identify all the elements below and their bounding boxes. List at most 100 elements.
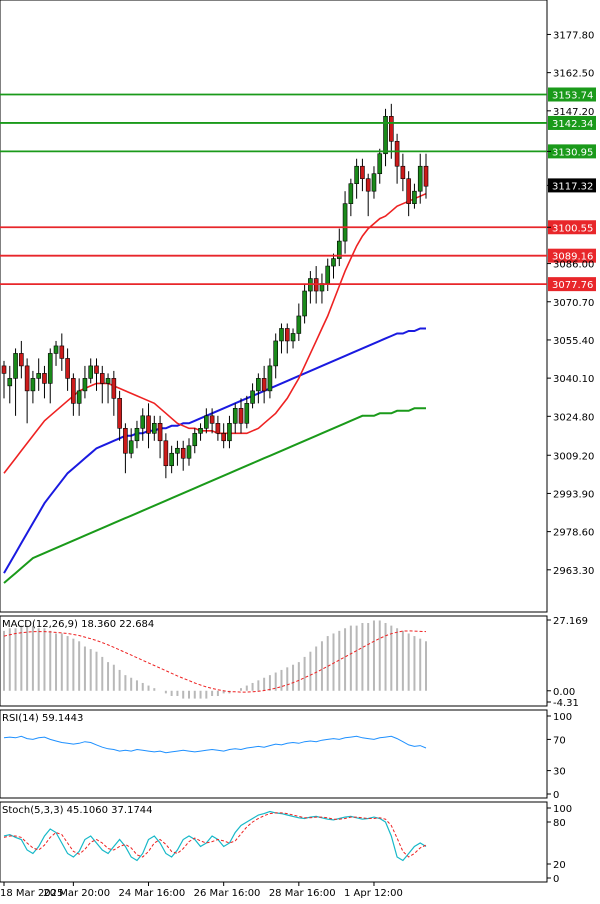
candle-bear: [94, 365, 99, 374]
candle-bear: [19, 353, 24, 367]
candle-bear: [284, 328, 290, 342]
candle-bull: [198, 427, 203, 434]
price-tick-label: 2963.30: [553, 566, 594, 577]
candle-bull: [7, 378, 13, 387]
candle-bull: [204, 415, 209, 429]
stoch-tick-label: 80: [553, 818, 566, 829]
price-tick-label: 3162.50: [553, 69, 594, 80]
stoch-tick-label: 0: [553, 874, 559, 885]
candle-bull: [169, 452, 174, 467]
candle-bull: [244, 403, 250, 424]
price-panel: [0, 93, 547, 584]
price-tick-label: 3040.10: [553, 374, 594, 385]
price-tick-label: 3055.40: [553, 336, 594, 347]
candle-bear: [209, 415, 215, 424]
level-tag: 3100.55: [548, 220, 596, 235]
candle-bull: [105, 378, 111, 384]
candle-bear: [71, 378, 76, 404]
time-tick-label: 1 Apr 12:00: [344, 888, 403, 899]
panel-frames: [0, 0, 548, 883]
level-tag: 3153.74: [548, 87, 596, 102]
current-price-tag: [548, 178, 596, 193]
price-tick-label: 3009.20: [553, 451, 594, 462]
level-tag-bg: [548, 87, 596, 102]
level-tag-text: 3077.76: [552, 280, 593, 291]
price-tick-label: 2978.60: [553, 528, 594, 539]
ma-green-line: [3, 407, 426, 584]
candle-bear: [99, 373, 105, 384]
candle-bull: [186, 445, 192, 459]
candle-bull: [279, 328, 284, 342]
candle-bear: [400, 165, 406, 180]
candle-bull: [325, 265, 331, 284]
macd-panel: [3, 620, 427, 699]
price-tick-label: 3177.80: [553, 30, 594, 41]
level-tag-text: 3089.16: [552, 252, 593, 263]
stoch-tick-label: 20: [553, 860, 566, 871]
candle-bull: [227, 423, 232, 442]
candle-bear: [111, 378, 117, 399]
price-tick-label: 3024.80: [553, 412, 594, 423]
time-tick-label: 20 Mar 20:00: [43, 888, 110, 899]
time-tick-label: 18 Mar 2025: [0, 888, 63, 899]
candle-bear: [24, 365, 30, 392]
candle-bull: [76, 390, 82, 404]
time-tick-label: 24 Mar 16:00: [119, 888, 186, 899]
rsi-panel: [3, 735, 427, 754]
candle-bull: [47, 353, 53, 384]
level-tag-bg: [548, 220, 596, 235]
candle-bull: [348, 183, 354, 204]
candle-bull: [383, 116, 388, 155]
candle-bear: [42, 373, 47, 384]
candle-bear: [406, 178, 411, 204]
candle-bull: [354, 165, 359, 185]
candle-bull: [134, 427, 140, 442]
level-tag: 3130.95: [548, 144, 596, 159]
candle-bull: [302, 290, 307, 317]
rsi-tick-label: 70: [553, 735, 566, 746]
ma-blue-line: [3, 327, 426, 574]
candle-bull: [13, 353, 18, 379]
candle-bull: [175, 447, 180, 454]
candle-bull: [152, 423, 157, 434]
level-tag-bg: [548, 144, 596, 159]
candle-bear: [65, 358, 70, 379]
candle-bear: [238, 408, 244, 424]
candle-bear: [146, 415, 151, 434]
level-tag: 3142.34: [548, 115, 596, 130]
candle-bull: [412, 190, 417, 204]
rsi-tick-label: 100: [553, 712, 572, 723]
candle-bear: [157, 423, 163, 442]
stoch-panel: [3, 810, 427, 862]
level-tag-bg: [548, 115, 596, 130]
level-tag-text: 3153.74: [552, 91, 593, 102]
candle-bull: [371, 173, 377, 192]
price-tick-label: 2993.90: [553, 489, 594, 500]
stoch-label: Stoch(5,3,3) 45.1060 37.1744: [2, 805, 153, 816]
candle-bear: [365, 178, 371, 192]
candle-bear: [163, 440, 169, 467]
candle-bear: [59, 345, 65, 359]
candle-bear: [394, 140, 400, 167]
candle-bear: [180, 447, 186, 459]
price-tick-label: 3147.20: [553, 107, 594, 118]
axes: 3153.74 3142.34 3130.95 3100.55 3089.16 3077.…: [0, 30, 596, 899]
macd-tick-label: 27.169: [553, 616, 588, 627]
stoch-d-line: [3, 812, 427, 858]
candle-bull: [53, 345, 59, 354]
candle-bull: [267, 365, 273, 392]
candle-bear: [360, 165, 365, 180]
candle-bear: [215, 423, 221, 434]
candle-bull: [36, 373, 41, 379]
rsi-tick-label: 30: [553, 767, 566, 778]
candle-bull: [128, 440, 134, 454]
candle-bull: [256, 378, 261, 392]
stoch-tick-label: 100: [553, 804, 572, 815]
candle-bull: [290, 333, 296, 342]
time-tick-label: 28 Mar 16:00: [269, 888, 336, 899]
level-tag-text: 3130.95: [552, 147, 593, 158]
candle-bull: [331, 258, 336, 267]
level-tag: 3077.76: [548, 277, 596, 292]
